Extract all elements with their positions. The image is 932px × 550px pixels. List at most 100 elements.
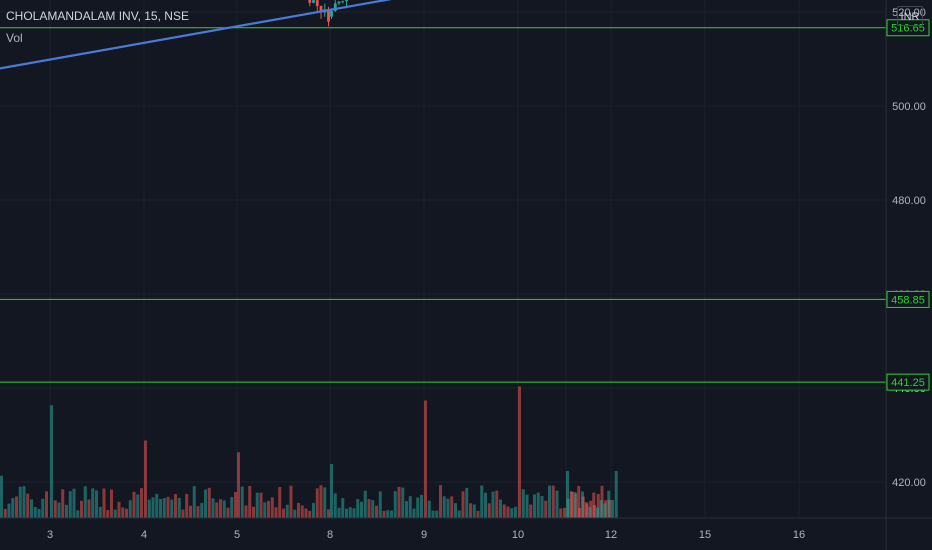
symbol-title[interactable]: CHOLAMANDALAM INV, 15, NSE <box>6 9 189 23</box>
volume-bar <box>573 492 577 518</box>
volume-bar <box>219 499 222 518</box>
volume-bar <box>371 500 375 518</box>
time-tick-label: 15 <box>699 529 711 541</box>
volume-bar <box>285 504 289 518</box>
volume-bar <box>603 503 607 518</box>
candle-body <box>330 10 333 17</box>
volume-bar <box>611 500 614 518</box>
volume-bar <box>278 487 282 518</box>
volume-bar <box>192 486 196 518</box>
volume-bar <box>487 503 491 518</box>
volume-bar <box>420 494 423 518</box>
volume-bar <box>255 492 259 518</box>
volume-bar <box>162 498 166 518</box>
horizontal-levels[interactable] <box>0 0 886 383</box>
volume-bar <box>270 497 274 518</box>
volume-bar <box>68 491 72 518</box>
price-tick-label: 500.00 <box>892 101 926 113</box>
volume-bar <box>282 508 285 518</box>
time-tick-label: 9 <box>421 529 427 541</box>
volume-bar <box>514 506 517 518</box>
volume-bar <box>319 485 323 518</box>
volume-bar <box>7 503 11 518</box>
volume-bar <box>207 487 211 518</box>
grid <box>0 0 886 518</box>
volume-bar <box>499 499 502 518</box>
volume-bar <box>121 507 125 518</box>
volume-bar <box>248 486 252 518</box>
volume-bar <box>211 498 215 518</box>
time-tick-label: 3 <box>47 529 53 541</box>
volume-bar <box>363 490 367 518</box>
volume-bar <box>30 499 33 518</box>
price-tick-label: 420.00 <box>892 477 926 489</box>
volume-bar <box>289 485 293 518</box>
volume-bar <box>72 488 76 518</box>
volume-bar <box>533 494 536 518</box>
candle-body <box>345 0 348 2</box>
volume-bar <box>110 489 113 518</box>
volume-bar <box>427 500 431 518</box>
volume-bar <box>300 505 304 518</box>
volume-bar <box>356 499 360 518</box>
volume-bar <box>53 500 57 518</box>
candle-body <box>341 1 345 3</box>
volume-bar <box>352 508 356 518</box>
volume-bar <box>480 485 484 518</box>
volume-bar <box>333 493 337 518</box>
volume-bar <box>439 485 442 518</box>
volume-bar <box>577 485 581 518</box>
volume-bar <box>484 492 487 518</box>
volume-bar <box>529 504 533 518</box>
volume-bar <box>293 509 297 518</box>
volume-bar <box>315 488 319 518</box>
trendlines[interactable] <box>0 0 795 70</box>
volume-bar <box>559 508 563 518</box>
time-tick-label: 4 <box>141 529 147 541</box>
volume-bar <box>65 504 68 518</box>
volume-bar <box>87 499 91 518</box>
volume-bar <box>155 493 159 518</box>
volume-bar <box>196 506 200 518</box>
candle-body <box>312 0 315 3</box>
volume-bar <box>506 506 510 518</box>
time-axis[interactable]: 3 4 5 8 9 10 12 15 16 <box>47 529 805 541</box>
volume-bar <box>267 500 270 518</box>
time-tick-label: 8 <box>327 529 333 541</box>
volume-bar <box>367 499 371 518</box>
volume-bar <box>607 490 611 518</box>
volume-bar <box>536 492 540 518</box>
volume-bar <box>125 508 128 518</box>
volume-bar <box>166 496 170 518</box>
volume-bar <box>454 503 457 518</box>
volume-bar <box>117 501 121 518</box>
volume-bar <box>263 502 267 518</box>
volume-bar <box>102 488 106 518</box>
volume-bar <box>588 506 592 518</box>
time-tick-label: 12 <box>605 529 617 541</box>
candle-body <box>319 5 323 13</box>
volume-bar <box>502 504 506 518</box>
volume-bar <box>83 486 87 518</box>
volume-bar <box>33 506 37 518</box>
volume-bar <box>566 471 569 518</box>
volume-indicator-label[interactable]: Vol <box>6 31 23 45</box>
volume-bar <box>170 499 174 518</box>
volume-bar <box>544 500 548 518</box>
volume-bar <box>128 500 132 518</box>
volume-bar <box>144 440 147 518</box>
volume-bar <box>569 491 573 518</box>
time-tick-label: 16 <box>793 529 805 541</box>
currency-badge[interactable]: INR <box>897 6 923 26</box>
level-price-box <box>886 373 930 391</box>
volume-bar <box>45 491 48 518</box>
volume-bar <box>390 510 393 518</box>
candle-body <box>315 0 319 6</box>
volume-bar <box>147 499 151 518</box>
volume-bar <box>204 489 207 518</box>
volume-bar <box>596 507 599 518</box>
volume-bar <box>76 510 80 518</box>
volume-bar <box>140 488 143 518</box>
